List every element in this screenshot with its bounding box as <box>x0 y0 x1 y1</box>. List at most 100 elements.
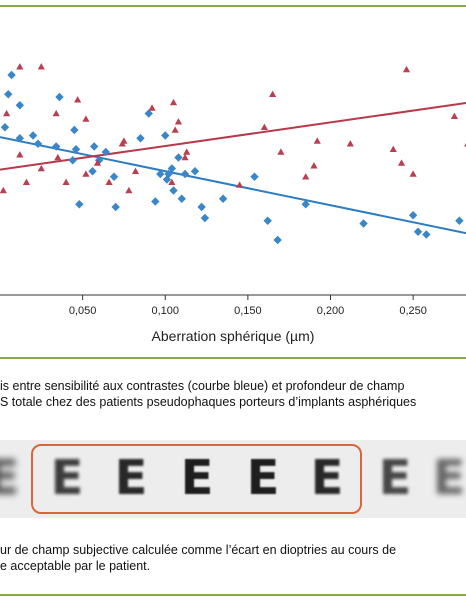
diamond-point <box>7 70 16 80</box>
triangle-point <box>118 140 126 147</box>
triangle-point <box>313 137 321 144</box>
triangle-point <box>37 164 45 172</box>
diamond-point <box>273 235 282 245</box>
middle-rule <box>0 357 466 359</box>
diamond-point <box>422 230 431 239</box>
x-axis: 0,050 0,100 0,150 0,200 0,250 <box>0 294 466 317</box>
triangle-point <box>148 104 156 111</box>
x-tick-label: 0,100 <box>151 305 179 317</box>
triangle-point <box>16 151 24 158</box>
diamond-point <box>15 101 25 110</box>
diamond-point <box>68 156 77 165</box>
diamond-point <box>70 125 79 135</box>
diamond-point <box>164 169 173 179</box>
diamond-point <box>136 134 145 143</box>
figure-caption-2: ur de champ subjective calculée comme l’… <box>0 542 466 574</box>
triangle-point <box>409 170 417 177</box>
triangle-point <box>310 162 318 169</box>
diamond-point <box>0 123 10 132</box>
triangle-point <box>174 118 183 125</box>
triangle-point <box>302 173 310 180</box>
diamond-point <box>162 175 172 184</box>
optotype-letter: E <box>0 450 20 506</box>
triangle-point <box>397 159 406 166</box>
diamond-point <box>174 153 183 162</box>
caption-1-line-2: S totale chez des patients pseudophaques… <box>0 395 417 409</box>
scatter-chart: 0,050 0,100 0,150 0,200 0,250 Aberration sph… <box>0 63 466 344</box>
diamond-point <box>190 167 200 176</box>
data-points <box>0 63 466 245</box>
diamond-point <box>51 142 61 151</box>
diamond-point <box>4 90 13 99</box>
diamond-point <box>169 186 178 195</box>
optotype-letter: E <box>432 450 466 506</box>
blurred-letter-strip: EEEEEEEEE <box>0 440 466 518</box>
diamond-point <box>101 147 110 157</box>
trend-lines <box>0 102 466 235</box>
bottom-rule <box>0 594 466 596</box>
diamond-point <box>15 134 25 143</box>
diamond-point <box>28 131 38 140</box>
highlight-frame <box>31 444 362 514</box>
diamond-point <box>413 227 423 236</box>
diamond-point <box>156 169 165 179</box>
triangle-point <box>62 178 70 185</box>
triangle-point <box>171 126 179 133</box>
triangle-point <box>93 159 102 166</box>
triangle-point <box>169 98 178 106</box>
triangle-point <box>82 170 90 177</box>
triangle-point <box>277 148 285 155</box>
triangle-point <box>74 96 82 103</box>
diamond-point <box>151 197 160 206</box>
diamond-point <box>180 169 190 179</box>
diamond-point <box>88 167 97 176</box>
triangle-point <box>16 63 24 70</box>
caption-2-line-1: ur de champ subjective calculée comme l’… <box>0 543 397 557</box>
triangle-point <box>52 109 60 117</box>
optotype-letter: E <box>114 450 148 506</box>
diamond-point <box>55 92 64 102</box>
optotype-letter: E <box>50 450 84 506</box>
optotype-letter: E <box>378 450 412 506</box>
diamond-point <box>359 219 368 228</box>
triangle-point <box>346 140 354 147</box>
diamond-point <box>94 156 104 165</box>
triangle-point <box>450 112 459 119</box>
diamond-point <box>197 202 206 212</box>
triangle-point <box>183 148 191 155</box>
triangle-point <box>125 186 133 194</box>
diamond-point <box>109 172 119 181</box>
triangle-point <box>389 145 397 152</box>
triangle-point <box>37 63 45 70</box>
caption-1-line-1: is entre sensibilité aux contrastes (cou… <box>0 379 405 393</box>
x-tick-label: 0,250 <box>399 305 427 317</box>
triangle-point <box>82 115 90 122</box>
diamond-point <box>33 139 43 148</box>
diamond-point <box>71 145 81 154</box>
diamond-point <box>144 109 153 118</box>
diamond-point <box>218 194 228 203</box>
triangle-point <box>105 178 113 185</box>
triangle-point <box>0 186 7 194</box>
diamond-point <box>167 164 177 173</box>
triangle-point <box>236 181 244 188</box>
triangle-point <box>54 153 62 161</box>
x-tick-label: 0,150 <box>234 305 262 317</box>
diamond-point <box>455 216 464 225</box>
diamond-point <box>200 213 210 223</box>
triangle-point <box>260 123 268 130</box>
top-rule <box>0 5 466 7</box>
diamond-point <box>75 200 84 209</box>
trend-line <box>0 136 466 235</box>
diamond-point <box>408 211 418 220</box>
figure-caption-1: is entre sensibilité aux contrastes (cou… <box>0 378 466 410</box>
caption-2-line-2: e acceptable par le patient. <box>0 559 151 573</box>
diamond-point <box>111 202 120 212</box>
triangle-point <box>181 153 189 161</box>
diamond-point <box>250 172 259 181</box>
triangle-point <box>402 65 411 73</box>
x-axis-label: Aberration sphérique (µm) <box>152 328 315 344</box>
diamond-point <box>263 216 272 225</box>
triangle-point <box>168 178 176 185</box>
diamond-point <box>161 131 170 140</box>
